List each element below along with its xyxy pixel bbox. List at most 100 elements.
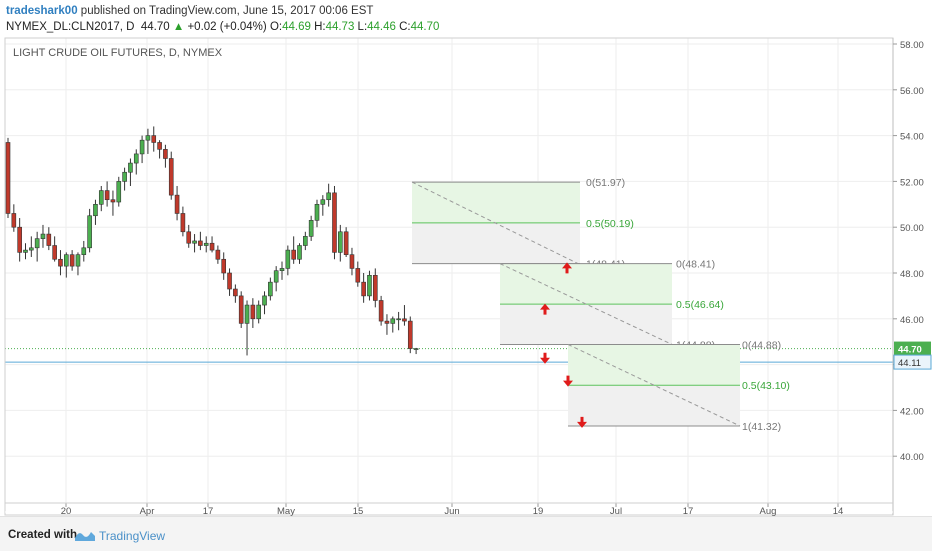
candle-body bbox=[168, 158, 174, 196]
candle-body bbox=[361, 281, 366, 297]
open-value: 44.69 bbox=[282, 21, 311, 33]
price-chart[interactable]: 0(51.97)0.5(50.19)1(48.41)0(48.41)0.5(46… bbox=[0, 0, 932, 516]
candle-body bbox=[29, 247, 34, 251]
publish-text: published on TradingView.com, June 15, 2… bbox=[77, 5, 374, 17]
close-label: C: bbox=[399, 21, 411, 33]
down-arrow-icon bbox=[577, 416, 587, 428]
candle-body bbox=[332, 192, 337, 253]
fib-zones: 0(51.97)0.5(50.19)1(48.41)0(48.41)0.5(46… bbox=[411, 177, 790, 433]
candle-body bbox=[378, 300, 384, 322]
candle-body bbox=[250, 304, 256, 320]
x-tick-label: May bbox=[277, 506, 295, 516]
candle-body bbox=[215, 249, 221, 260]
candle-body bbox=[17, 226, 22, 253]
fib-level-label: 0.5(46.64) bbox=[676, 299, 724, 311]
y-axis: 58.0056.0054.0052.0050.0048.0046.0044.00… bbox=[893, 40, 932, 463]
candle-body bbox=[46, 233, 52, 246]
candle-body bbox=[98, 190, 104, 205]
x-tick-label: 15 bbox=[353, 506, 364, 516]
candle-body bbox=[279, 268, 285, 272]
candle-body bbox=[285, 249, 291, 269]
fib-level-label: 0(51.97) bbox=[586, 177, 625, 189]
symbol-label: NYMEX_DL:CLN2017, D bbox=[6, 21, 135, 33]
ref-price-badge bbox=[893, 354, 932, 370]
candle-body bbox=[192, 240, 197, 244]
up-arrow-icon bbox=[562, 262, 572, 274]
candle-body bbox=[338, 231, 343, 253]
candle-body bbox=[233, 288, 238, 297]
candle-body bbox=[291, 249, 296, 260]
x-tick-label: 20 bbox=[61, 506, 72, 516]
candle-body bbox=[349, 254, 355, 269]
candle-body bbox=[343, 231, 349, 255]
candle-body bbox=[151, 135, 157, 143]
signal-arrows bbox=[540, 262, 587, 428]
y-tick-label: 56.00 bbox=[900, 86, 924, 97]
publish-info: tradeshark00 published on TradingView.co… bbox=[6, 5, 373, 17]
y-tick-label: 40.00 bbox=[900, 452, 924, 463]
down-arrow-icon bbox=[563, 375, 573, 387]
last-price-badge-label: 44.70 bbox=[898, 345, 922, 356]
footer-bar: Created with TradingView bbox=[0, 516, 932, 551]
candle-body bbox=[303, 236, 308, 246]
y-tick-label: 54.00 bbox=[900, 132, 924, 143]
candle-body bbox=[180, 213, 186, 233]
header-bar: tradeshark00 published on TradingView.co… bbox=[0, 0, 932, 38]
candle-body bbox=[122, 171, 127, 182]
x-tick-label: 19 bbox=[533, 506, 544, 516]
candle-body bbox=[326, 192, 331, 201]
x-axis: 20 Apr 17 May 15 Jun 19 Jul 17 Aug 14 bbox=[5, 502, 893, 516]
y-tick-label: 42.00 bbox=[900, 406, 924, 417]
change-arrow-icon: ▲ bbox=[172, 21, 185, 33]
fib-zone-grey bbox=[500, 304, 672, 345]
x-tick-label: Jul bbox=[610, 506, 622, 516]
x-tick-label: 17 bbox=[683, 506, 694, 516]
candle-body bbox=[116, 181, 122, 203]
candle-body bbox=[203, 242, 209, 246]
candle-body bbox=[133, 153, 139, 164]
low-value: 44.46 bbox=[367, 21, 396, 33]
x-tick-label: Jun bbox=[444, 506, 459, 516]
candle-body bbox=[34, 238, 40, 249]
candle-body bbox=[262, 295, 267, 306]
candle-body bbox=[390, 318, 396, 324]
plot-border bbox=[4, 37, 894, 516]
candle-body bbox=[372, 274, 378, 301]
fib-level-label: 0(48.41) bbox=[676, 259, 715, 271]
tradingview-brand-link[interactable]: TradingView bbox=[99, 529, 166, 543]
candle-body bbox=[23, 249, 28, 253]
candle-body bbox=[402, 318, 407, 322]
candle-body bbox=[227, 272, 232, 290]
candle-body bbox=[198, 240, 203, 246]
fib-trend-line bbox=[499, 263, 673, 345]
created-with-label: Created with bbox=[8, 529, 78, 541]
x-tick-label: Aug bbox=[760, 506, 777, 516]
candle-body bbox=[320, 199, 326, 205]
ref-price-badge-label: 44.11 bbox=[898, 358, 921, 369]
candle-body bbox=[244, 304, 250, 324]
author-link[interactable]: tradeshark00 bbox=[6, 5, 78, 17]
candle-body bbox=[407, 320, 413, 349]
y-tick-label: 50.00 bbox=[900, 223, 924, 234]
chart-grid bbox=[5, 38, 893, 503]
tradingview-logo-icon[interactable] bbox=[74, 527, 96, 543]
arrow-shape bbox=[540, 303, 550, 315]
candle-body bbox=[157, 142, 162, 150]
fib-trend-line bbox=[567, 343, 741, 427]
candle-body bbox=[186, 231, 192, 244]
candle-body bbox=[139, 139, 145, 155]
fib-trend-line bbox=[411, 181, 579, 265]
candle-body bbox=[58, 258, 63, 267]
candle-body bbox=[110, 199, 116, 203]
x-tick-label: 17 bbox=[203, 506, 214, 516]
candle-body bbox=[268, 281, 273, 297]
candle-body bbox=[93, 204, 98, 217]
fib-zone-grey bbox=[568, 385, 740, 426]
low-label: L: bbox=[357, 21, 368, 33]
candle-body bbox=[256, 304, 261, 320]
candle-body bbox=[384, 320, 390, 324]
candle-body bbox=[128, 162, 133, 173]
candle-body bbox=[87, 215, 92, 249]
candle-body bbox=[145, 135, 151, 141]
symbol-info: NYMEX_DL:CLN2017, D 44.70 ▲ +0.02 (+0.04… bbox=[6, 21, 439, 33]
